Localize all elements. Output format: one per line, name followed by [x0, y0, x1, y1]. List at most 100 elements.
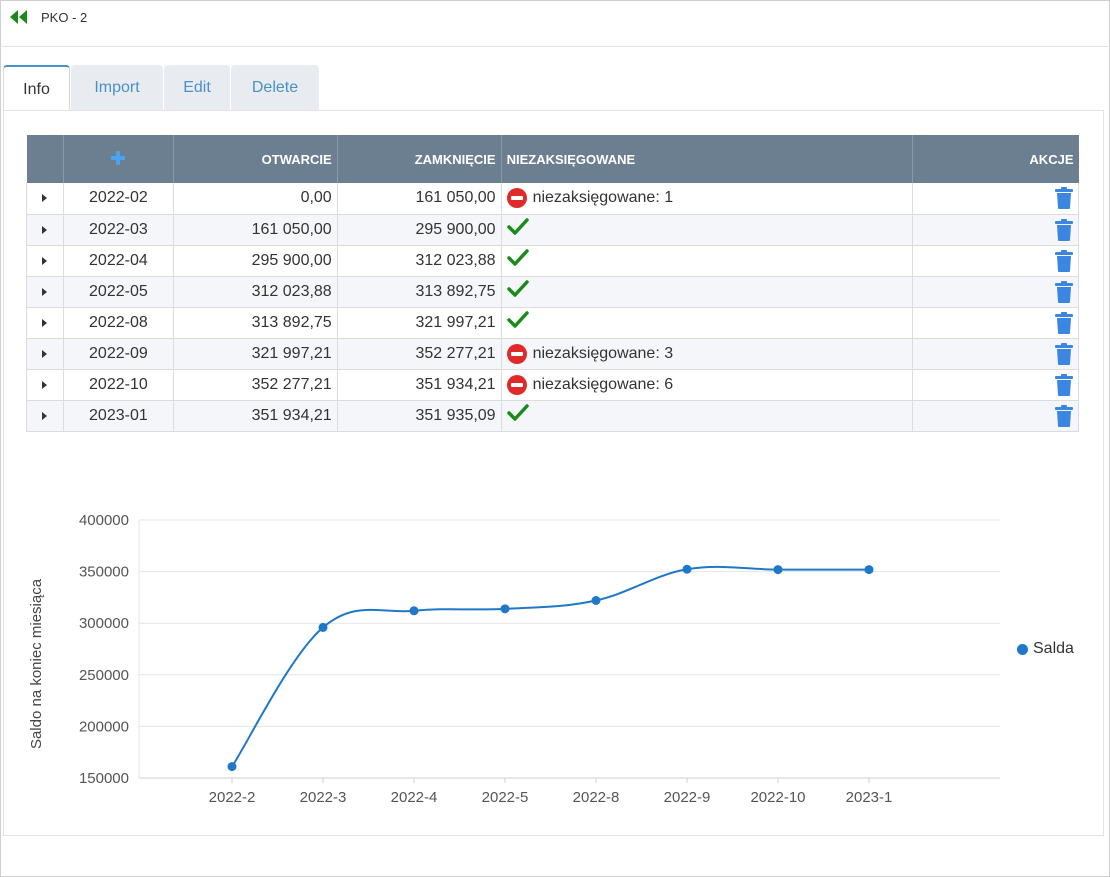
closing-cell: 351 934,21: [337, 369, 502, 401]
page-title: PKO - 2: [41, 10, 88, 25]
actions-cell: [912, 307, 1079, 339]
unbooked-cell: [501, 245, 914, 277]
data-point: [682, 564, 692, 574]
balance-chart: 150000 200000 250000 300000 350000 400000 2022…: [28, 512, 1000, 806]
check-icon: [506, 218, 529, 241]
data-point: [318, 622, 328, 632]
period-cell: 2022-02: [63, 183, 174, 215]
period-cell: 2022-08: [63, 307, 174, 339]
header-actions: AKCJE: [912, 135, 1079, 183]
check-icon: [506, 311, 529, 334]
x-tick-label: 2022-9: [664, 789, 711, 806]
trash-icon[interactable]: [1055, 218, 1073, 241]
expand-caret-icon[interactable]: [42, 256, 48, 265]
check-icon: [506, 249, 529, 272]
period-cell: 2022-03: [63, 214, 174, 246]
opening-cell: 351 934,21: [173, 400, 338, 432]
expand-caret-icon[interactable]: [42, 349, 48, 358]
expand-cell[interactable]: [26, 183, 64, 215]
expand-cell[interactable]: [26, 338, 64, 370]
expand-caret-icon[interactable]: [42, 287, 48, 296]
actions-cell: [912, 276, 1079, 308]
expand-cell[interactable]: [26, 214, 64, 246]
tab-import[interactable]: Import: [71, 65, 163, 111]
data-point: [500, 604, 510, 614]
unbooked-text: niezaksięgowane: 3: [532, 344, 674, 362]
expand-cell[interactable]: [26, 369, 64, 401]
expand-cell[interactable]: [26, 307, 64, 339]
table-row[interactable]: 2022-03 161 050,00 295 900,00: [26, 214, 1079, 246]
closing-cell: 312 023,88: [337, 245, 502, 277]
tab-info[interactable]: Info: [3, 65, 70, 111]
expand-caret-icon[interactable]: [42, 411, 48, 420]
trash-icon[interactable]: [1055, 373, 1073, 396]
balance-table: OTWARCIE ZAMKNIĘCIE NIEZAKSIĘGOWANE AKCJ…: [26, 135, 1079, 432]
opening-cell: 321 997,21: [173, 338, 338, 370]
table-row[interactable]: 2022-04 295 900,00 312 023,88: [26, 245, 1079, 277]
table-row[interactable]: 2022-05 312 023,88 313 892,75: [26, 276, 1079, 308]
trash-icon[interactable]: [1055, 342, 1073, 365]
unbooked-text: niezaksięgowane: 1: [532, 189, 674, 207]
chart-legend[interactable]: Salda: [1017, 640, 1074, 658]
trash-icon[interactable]: [1055, 187, 1073, 210]
trash-icon[interactable]: [1055, 280, 1073, 303]
error-icon: [506, 343, 527, 364]
actions-cell: [912, 183, 1079, 215]
trash-icon[interactable]: [1055, 404, 1073, 427]
tab-delete[interactable]: Delete: [231, 65, 319, 111]
plus-icon[interactable]: [111, 150, 126, 165]
x-tick-label: 2022-3: [300, 789, 347, 806]
y-tick-label: 400000: [79, 512, 129, 529]
legend-label: Salda: [1033, 640, 1074, 657]
unbooked-cell: niezaksięgowane: 6: [501, 369, 914, 401]
period-cell: 2022-05: [63, 276, 174, 308]
actions-cell: [912, 338, 1079, 370]
data-point: [227, 762, 237, 772]
y-tick-label: 250000: [79, 667, 129, 684]
x-tick-label: 2023-1: [846, 789, 893, 806]
header-closing[interactable]: ZAMKNIĘCIE: [337, 135, 502, 183]
expand-caret-icon[interactable]: [42, 194, 48, 203]
data-point: [864, 565, 874, 575]
trash-icon[interactable]: [1055, 249, 1073, 272]
expand-cell[interactable]: [26, 245, 64, 277]
table-row[interactable]: 2022-09 321 997,21 352 277,21 niezaksięgowa…: [26, 338, 1079, 370]
unbooked-cell: [501, 400, 914, 432]
table-row[interactable]: 2022-02 0,00 161 050,00 niezaksięgowane: 1: [26, 183, 1079, 215]
tab-edit[interactable]: Edit: [164, 65, 230, 111]
trash-icon[interactable]: [1055, 311, 1073, 334]
period-cell: 2023-01: [63, 400, 174, 432]
opening-cell: 161 050,00: [173, 214, 338, 246]
expand-caret-icon[interactable]: [42, 225, 48, 234]
table-row[interactable]: 2022-10 352 277,21 351 934,21 niezaksięgowa…: [26, 369, 1079, 401]
expand-caret-icon[interactable]: [42, 318, 48, 327]
expand-caret-icon[interactable]: [42, 380, 48, 389]
legend-marker: [1017, 643, 1028, 655]
check-icon: [506, 404, 529, 427]
header-unbooked[interactable]: NIEZAKSIĘGOWANE: [501, 135, 914, 183]
y-axis-label: Saldo na koniec miesiąca: [28, 578, 45, 749]
unbooked-cell: [501, 214, 914, 246]
series-line-salda: [231, 565, 870, 768]
double-chevron-left-icon[interactable]: [9, 9, 29, 25]
x-tick-label: 2022-10: [750, 789, 805, 806]
x-tick-label: 2022-8: [573, 789, 620, 806]
table-row[interactable]: 2023-01 351 934,21 351 935,09: [26, 400, 1079, 432]
expand-cell[interactable]: [26, 400, 64, 432]
x-tick-label: 2022-2: [209, 789, 256, 806]
tab-panel: [3, 110, 1104, 836]
header-opening[interactable]: OTWARCIE: [173, 135, 338, 183]
closing-cell: 313 892,75: [337, 276, 502, 308]
y-tick-label: 150000: [79, 770, 129, 787]
unbooked-cell: niezaksięgowane: 3: [501, 338, 914, 370]
opening-cell: 0,00: [173, 183, 338, 215]
opening-cell: 295 900,00: [173, 245, 338, 277]
closing-cell: 321 997,21: [337, 307, 502, 339]
actions-cell: [912, 214, 1079, 246]
header-bar: PKO - 2: [0, 0, 1108, 47]
check-icon: [506, 280, 529, 303]
table-row[interactable]: 2022-08 313 892,75 321 997,21: [26, 307, 1079, 339]
opening-cell: 313 892,75: [173, 307, 338, 339]
closing-cell: 295 900,00: [337, 214, 502, 246]
expand-cell[interactable]: [26, 276, 64, 308]
